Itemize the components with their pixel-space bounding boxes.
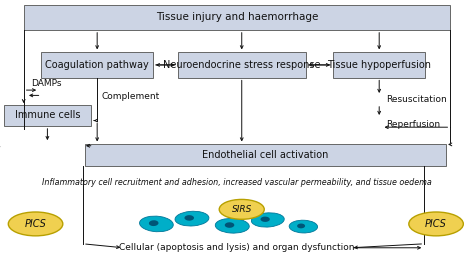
Text: Tissue injury and haemorrhage: Tissue injury and haemorrhage	[156, 12, 318, 22]
Text: PICS: PICS	[25, 219, 46, 229]
FancyBboxPatch shape	[333, 52, 425, 77]
Ellipse shape	[215, 218, 249, 233]
Text: Immune cells: Immune cells	[15, 110, 80, 120]
Ellipse shape	[139, 216, 173, 232]
FancyBboxPatch shape	[41, 52, 153, 77]
Text: Cytokines: Cytokines	[0, 141, 1, 150]
Text: Inflammatory cell recruitment and adhesion, increased vascular permeability, and: Inflammatory cell recruitment and adhesi…	[42, 178, 432, 187]
FancyBboxPatch shape	[85, 144, 446, 166]
Ellipse shape	[261, 217, 270, 222]
Ellipse shape	[225, 222, 234, 228]
Ellipse shape	[219, 199, 264, 219]
Ellipse shape	[289, 220, 318, 233]
Ellipse shape	[8, 212, 63, 236]
Ellipse shape	[251, 213, 284, 227]
FancyBboxPatch shape	[24, 5, 450, 30]
Text: Endothelial cell activation: Endothelial cell activation	[202, 150, 328, 160]
Text: Complement: Complement	[102, 92, 160, 101]
Text: DAMPs: DAMPs	[31, 79, 61, 88]
Text: PICS: PICS	[425, 219, 447, 229]
FancyBboxPatch shape	[4, 105, 91, 126]
Text: Tissue hypoperfusion: Tissue hypoperfusion	[327, 60, 431, 70]
Ellipse shape	[184, 215, 194, 221]
FancyBboxPatch shape	[178, 52, 306, 77]
Text: Coagulation pathway: Coagulation pathway	[46, 60, 149, 70]
Text: Neuroendocrine stress response: Neuroendocrine stress response	[163, 60, 320, 70]
Ellipse shape	[297, 223, 305, 228]
Ellipse shape	[175, 211, 209, 226]
Text: Resuscitation: Resuscitation	[386, 95, 447, 104]
Ellipse shape	[149, 220, 158, 226]
Text: Reperfusion: Reperfusion	[386, 120, 440, 129]
Text: SIRS: SIRS	[232, 205, 252, 214]
Text: Cellular (apoptosis and lysis) and organ dysfunction: Cellular (apoptosis and lysis) and organ…	[119, 243, 355, 252]
Ellipse shape	[409, 212, 464, 236]
